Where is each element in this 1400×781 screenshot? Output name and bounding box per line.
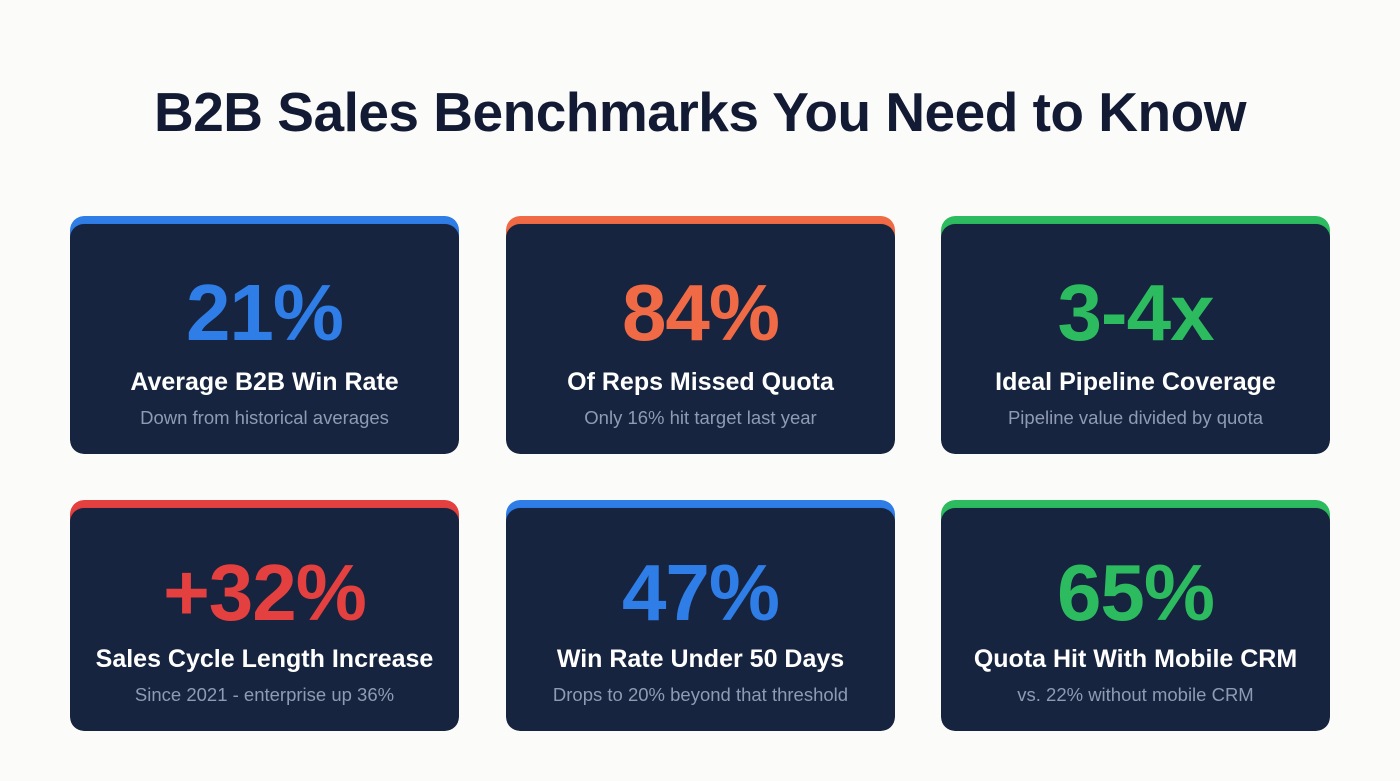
stat-value: 84% (621, 268, 780, 357)
card-body: 84% Of Reps Missed Quota Only 16% hit ta… (506, 224, 895, 454)
stat-card-pipeline-coverage: 3-4x Ideal Pipeline Coverage Pipeline va… (941, 216, 1330, 454)
stat-note: Drops to 20% beyond that threshold (552, 684, 849, 705)
stat-value: 47% (621, 548, 780, 637)
card-body: 47% Win Rate Under 50 Days Drops to 20% … (506, 508, 895, 731)
stat-card-win-rate-50-days: 47% Win Rate Under 50 Days Drops to 20% … (506, 500, 895, 731)
stat-value: 65% (1056, 548, 1215, 637)
stat-label: Win Rate Under 50 Days (556, 645, 845, 673)
stat-value: 21% (185, 268, 344, 357)
stat-label: Ideal Pipeline Coverage (995, 368, 1276, 396)
page-title: B2B Sales Benchmarks You Need to Know (153, 81, 1247, 143)
card-body: 3-4x Ideal Pipeline Coverage Pipeline va… (941, 224, 1330, 454)
stat-label: Average B2B Win Rate (130, 368, 399, 396)
stat-note: Since 2021 - enterprise up 36% (134, 684, 395, 705)
stat-note: vs. 22% without mobile CRM (1017, 684, 1254, 705)
stat-note: Down from historical averages (140, 407, 389, 428)
stat-label: Sales Cycle Length Increase (95, 645, 434, 673)
stat-note: Pipeline value divided by quota (1007, 407, 1264, 428)
stat-note: Only 16% hit target last year (584, 407, 817, 428)
stat-label: Quota Hit With Mobile CRM (973, 645, 1298, 673)
stat-label: Of Reps Missed Quota (567, 368, 834, 396)
stat-value: 3-4x (1057, 268, 1214, 357)
stat-card-mobile-crm: 65% Quota Hit With Mobile CRM vs. 22% wi… (941, 500, 1330, 731)
card-body: 65% Quota Hit With Mobile CRM vs. 22% wi… (941, 508, 1330, 731)
stat-value: +32% (163, 548, 367, 637)
card-body: +32% Sales Cycle Length Increase Since 2… (70, 508, 459, 731)
stat-card-sales-cycle: +32% Sales Cycle Length Increase Since 2… (70, 500, 459, 731)
stat-card-missed-quota: 84% Of Reps Missed Quota Only 16% hit ta… (506, 216, 895, 454)
stat-card-win-rate: 21% Average B2B Win Rate Down from histo… (70, 216, 459, 454)
card-body: 21% Average B2B Win Rate Down from histo… (70, 224, 459, 454)
